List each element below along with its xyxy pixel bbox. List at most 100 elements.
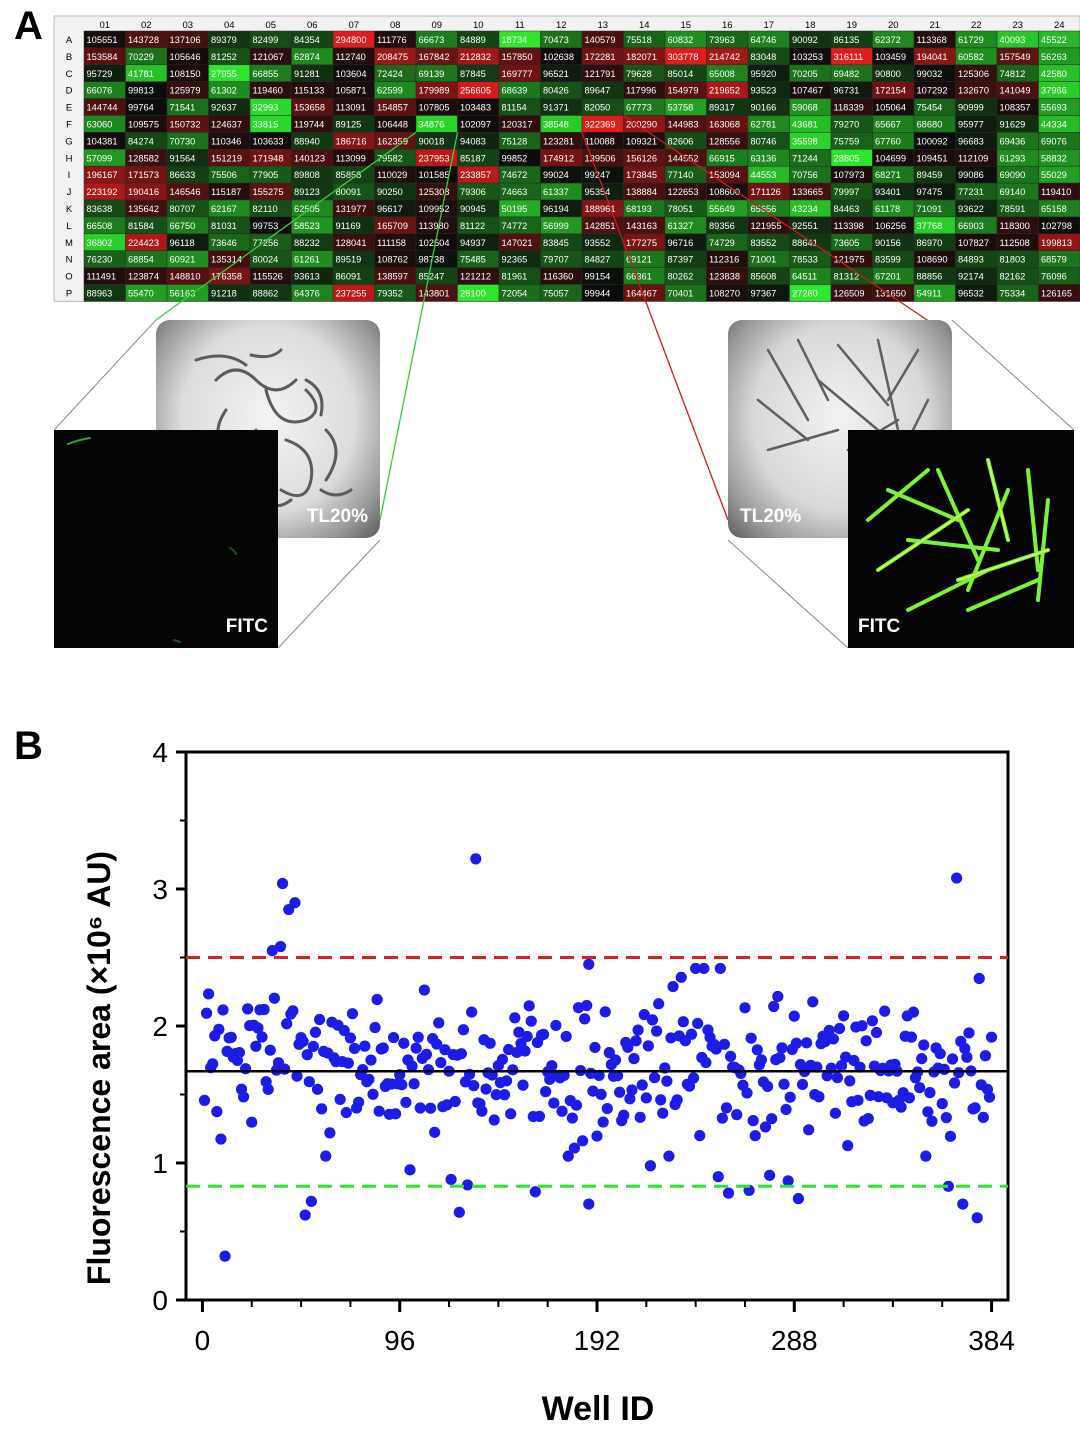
data-point bbox=[457, 1024, 470, 1036]
plate-well-value: 68579 bbox=[1041, 255, 1067, 265]
plate-well-value: 122653 bbox=[668, 187, 699, 197]
data-point bbox=[938, 1063, 950, 1075]
data-point bbox=[390, 1108, 402, 1120]
data-point bbox=[844, 1075, 856, 1087]
data-point bbox=[792, 1193, 804, 1205]
data-point bbox=[490, 1089, 502, 1101]
data-point bbox=[264, 1044, 276, 1056]
data-point bbox=[663, 1150, 675, 1162]
plate-well-value: 124637 bbox=[211, 119, 242, 129]
plate-well-value: 223192 bbox=[87, 187, 118, 197]
plate-well-value: 176358 bbox=[211, 272, 242, 282]
plate-well-value: 208475 bbox=[377, 52, 408, 62]
plate-well-value: 179989 bbox=[419, 86, 450, 96]
data-point bbox=[252, 1022, 264, 1034]
data-point bbox=[258, 1003, 270, 1016]
plate-well-value: 200290 bbox=[626, 119, 657, 129]
plate-well-value: 84893 bbox=[958, 255, 984, 265]
straight-worms-icon bbox=[756, 338, 930, 462]
plate-well-value: 113091 bbox=[336, 103, 366, 113]
data-point bbox=[646, 1014, 659, 1026]
plate-well-value: 148810 bbox=[170, 272, 201, 282]
data-point bbox=[626, 1084, 638, 1096]
data-point bbox=[807, 996, 819, 1008]
plate-well-value: 109451 bbox=[917, 153, 948, 163]
data-point bbox=[387, 1031, 400, 1044]
data-point bbox=[813, 1091, 825, 1103]
data-point bbox=[589, 1041, 601, 1054]
plate-well-value: 144552 bbox=[668, 153, 699, 163]
plate-well-value: 139506 bbox=[585, 153, 616, 163]
data-point bbox=[948, 1077, 961, 1089]
plate-well-value: 132670 bbox=[958, 86, 989, 96]
plate-well-value: 54911 bbox=[917, 288, 942, 298]
data-point bbox=[276, 877, 289, 890]
plate-well-value: 110029 bbox=[377, 170, 407, 180]
data-point bbox=[731, 1109, 743, 1121]
plate-well-value: 95977 bbox=[958, 119, 984, 129]
plate-well-value: 92551 bbox=[792, 221, 818, 231]
plate-column-header: 14 bbox=[639, 20, 650, 31]
data-point bbox=[735, 1067, 747, 1079]
plate-well-value: 75518 bbox=[626, 35, 652, 45]
plate-well-value: 95729 bbox=[87, 69, 113, 79]
plate-well-value: 112508 bbox=[1000, 238, 1030, 248]
plate-well-value: 74663 bbox=[502, 187, 528, 197]
plate-well-value: 58523 bbox=[294, 221, 320, 231]
zoom-link-lines bbox=[53, 114, 1075, 649]
plate-well-value: 108150 bbox=[170, 69, 201, 79]
y-tick-label: 3 bbox=[152, 874, 168, 905]
plate-well-value: 140123 bbox=[294, 153, 325, 163]
plate-well-value: 111491 bbox=[87, 272, 117, 282]
data-point bbox=[922, 1106, 934, 1118]
plate-well-value: 61302 bbox=[211, 86, 237, 96]
plate-well-value: 90156 bbox=[875, 238, 901, 248]
plate-well-value: 140579 bbox=[585, 35, 616, 45]
data-point bbox=[692, 1017, 704, 1030]
data-point bbox=[603, 1047, 615, 1059]
data-point bbox=[256, 1031, 268, 1043]
plate-well-value: 91218 bbox=[211, 288, 237, 298]
plate-well-value: 79707 bbox=[543, 255, 569, 265]
plate-well-value: 82162 bbox=[1000, 272, 1026, 282]
plate-well-value: 86091 bbox=[336, 272, 362, 282]
plate-well-value: 42580 bbox=[1041, 69, 1067, 79]
plate-row-header: K bbox=[66, 204, 73, 215]
plate-well-value: 69482 bbox=[834, 69, 860, 79]
plate-well-value: 96617 bbox=[377, 204, 403, 214]
data-point bbox=[581, 999, 593, 1012]
plate-well-value: 80262 bbox=[668, 272, 694, 282]
data-point bbox=[433, 1017, 445, 1029]
plate-well-value: 135314 bbox=[211, 255, 242, 265]
plate-column-header: 20 bbox=[888, 20, 899, 31]
data-point bbox=[408, 1078, 420, 1090]
plate-well-value: 69140 bbox=[1000, 187, 1026, 197]
plate-well-value: 72054 bbox=[502, 288, 528, 298]
data-point bbox=[398, 1037, 410, 1049]
plate-well-value: 91281 bbox=[294, 69, 320, 79]
plate-well-value: 70473 bbox=[543, 35, 569, 45]
data-point bbox=[324, 1127, 336, 1139]
data-point bbox=[250, 1040, 262, 1052]
data-point bbox=[831, 1072, 844, 1084]
data-point bbox=[624, 1093, 636, 1105]
plate-well-value: 41781 bbox=[128, 69, 154, 79]
plate-well-value: 107805 bbox=[419, 103, 450, 113]
plate-well-value: 75128 bbox=[502, 136, 528, 146]
data-point bbox=[396, 1079, 408, 1091]
plate-well-value: 102798 bbox=[1041, 221, 1072, 231]
plate-well-value: 109321 bbox=[626, 136, 657, 146]
data-point bbox=[979, 1050, 991, 1062]
data-point bbox=[357, 1063, 369, 1076]
plate-well-value: 162359 bbox=[377, 136, 408, 146]
plate-column-header: 02 bbox=[141, 20, 152, 31]
data-point bbox=[579, 1013, 591, 1025]
data-point bbox=[667, 980, 679, 993]
plate-well-value: 118339 bbox=[834, 103, 864, 113]
plate-well-value: 62505 bbox=[294, 204, 320, 214]
data-point bbox=[609, 1054, 622, 1066]
data-point bbox=[595, 1088, 607, 1100]
plate-well-value: 186716 bbox=[336, 136, 367, 146]
data-point bbox=[424, 1102, 437, 1114]
data-point bbox=[803, 1124, 815, 1136]
